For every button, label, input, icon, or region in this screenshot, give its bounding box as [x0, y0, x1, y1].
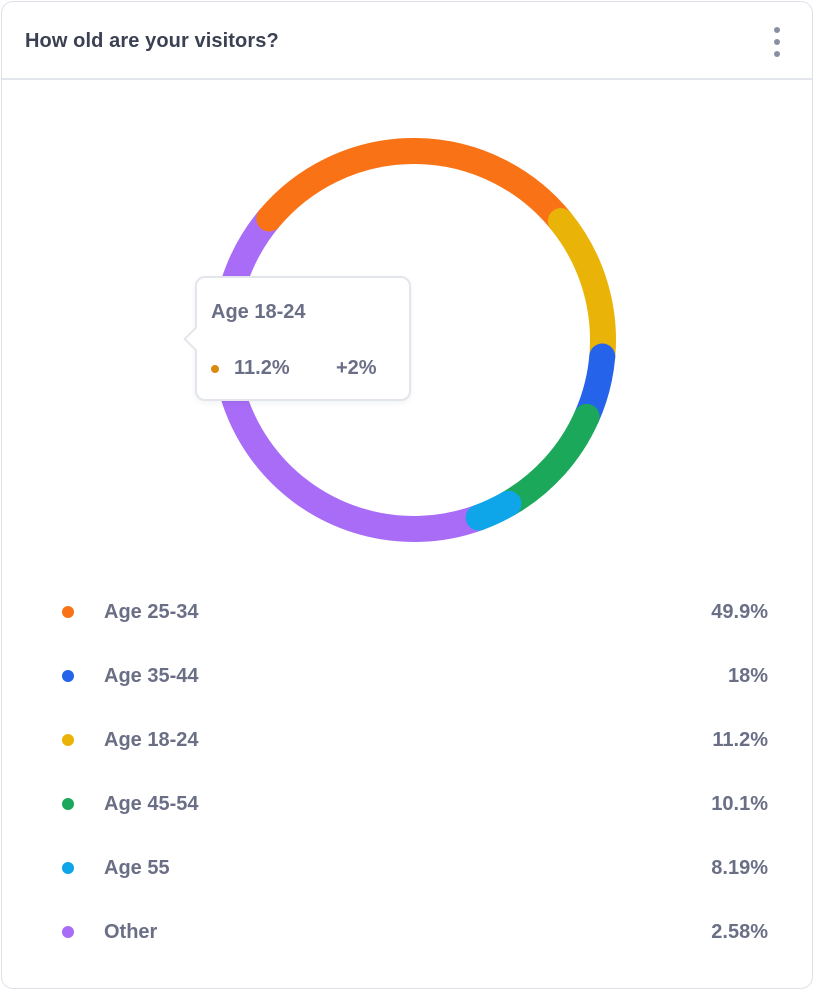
legend-item[interactable]: Age 18-24 11.2%	[0, 725, 816, 755]
legend-value: 11.2%	[712, 729, 768, 751]
tooltip-dot	[211, 365, 219, 373]
legend-value: 8.19%	[711, 857, 768, 879]
chart-tooltip: Age 18-24 11.2% +2%	[195, 276, 411, 401]
legend-dot	[62, 670, 74, 682]
legend-item[interactable]: Other 2.58%	[0, 917, 816, 947]
tooltip-change: +2%	[336, 357, 377, 379]
legend-label: Age 18-24	[104, 729, 199, 751]
donut-slice-age-18-24[interactable]	[547, 208, 616, 370]
legend-label: Age 35-44	[104, 665, 199, 687]
legend-item[interactable]: Age 55 8.19%	[0, 853, 816, 883]
legend-label: Age 25-34	[104, 601, 199, 623]
legend-item[interactable]: Age 35-44 18%	[0, 661, 816, 691]
legend-value: 18%	[727, 665, 768, 687]
donut-slice-age-45-54[interactable]	[495, 403, 600, 517]
tooltip-label: Age 18-24	[211, 301, 306, 323]
legend-dot	[62, 734, 74, 746]
card-header: How old are your visitors?	[2, 2, 812, 80]
legend-label: Other	[104, 921, 158, 943]
tooltip-value: 11.2%	[234, 357, 290, 379]
donut-slice-age-25-34[interactable]	[256, 138, 574, 235]
card-title: How old are your visitors?	[25, 30, 279, 52]
donut-slice-age-55[interactable]	[465, 490, 522, 531]
legend-value: 10.1%	[711, 793, 768, 815]
legend-label: Age 55	[104, 857, 170, 879]
legend-value: 2.58%	[711, 921, 768, 943]
legend-item[interactable]: Age 25-34 49.9%	[0, 597, 816, 627]
legend-dot	[62, 926, 74, 938]
legend-dot	[62, 606, 74, 618]
legend-dot	[62, 862, 74, 874]
legend-label: Age 45-54	[104, 793, 199, 815]
legend-dot	[62, 798, 74, 810]
legend-item[interactable]: Age 45-54 10.1%	[0, 789, 816, 819]
legend-value: 49.9%	[711, 601, 768, 623]
kebab-vertical-icon[interactable]	[772, 27, 782, 57]
